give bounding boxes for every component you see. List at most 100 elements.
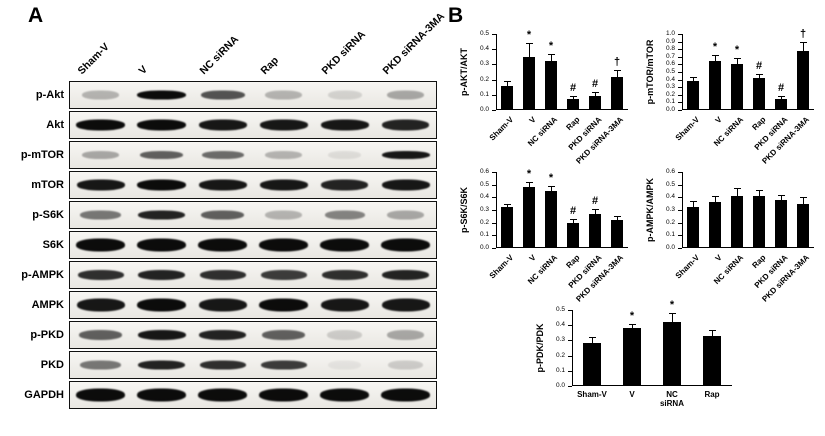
error-bar [617,216,618,221]
blot-row-label: PKD [40,359,64,371]
y-tick-mark [492,64,496,66]
error-bar [595,91,596,97]
blot-row-label: mTOR [31,179,64,191]
bar [752,78,766,110]
x-tick-label: V [713,115,724,126]
blot-band [76,238,125,252]
error-bar-cap [589,337,596,339]
blot-band [198,179,247,191]
y-axis-label: p-AMPK/AMPK [645,178,655,242]
y-tick-mark [678,49,682,51]
blot-row-label: p-Akt [35,89,64,101]
bar [544,191,558,248]
error-bar-cap [734,188,741,190]
blot-strip [69,141,437,169]
blot-band [82,90,119,100]
blot-row-label: p-AMPK [21,269,64,281]
blot-band [387,210,424,220]
error-bar [632,324,633,329]
blot-row-label: p-S6K [32,209,64,221]
blot-band [76,298,125,312]
y-tick-mark [678,222,682,224]
blot-band [198,298,247,312]
lane-label: NC siRNA [197,33,242,77]
blot-band [80,360,121,370]
bar [623,328,641,386]
bar [610,76,624,110]
x-tick-label: Sham-V [487,253,516,281]
blot-band [259,119,308,131]
y-tick-mark [678,64,682,66]
blot-band [76,119,125,131]
plot-area [496,172,628,248]
error-bar-cap [526,43,533,45]
error-bar-cap [629,324,636,326]
error-bar [712,329,713,336]
y-tick-mark [492,79,496,81]
blot-band [79,330,122,340]
blot-band [199,330,246,340]
y-tick-label: 0.4 [479,193,489,201]
panel-b-bar-charts: B p-AKT/AKT 0.0 0.1 0.2 0.3 0.4 0.5 Sham-V * V * NC… [440,0,825,436]
blot-band [388,360,423,370]
blot-band [320,388,369,402]
blot-band [259,388,308,402]
blot-row: PKD [8,350,440,380]
y-axis-label: p-S6K/S6K [459,186,469,234]
x-tick-label: Sham-V [487,115,516,143]
y-tick-mark [678,172,682,173]
y-tick-label: 0.3 [665,83,675,91]
y-tick-mark [678,72,682,73]
bar [703,335,721,386]
blot-row: GAPDH [8,380,440,410]
blot-band [259,179,308,191]
y-tick-label: 1.0 [665,30,675,37]
y-tick-label: 0.1 [665,98,675,106]
x-tick-label: Sham-V [673,115,702,143]
bar [774,199,788,248]
bar [708,60,722,110]
blot-band [137,388,186,402]
blot-row: S6K [8,230,440,260]
x-tick-label: Rap [750,253,768,271]
significance-marker: * [629,310,635,323]
blot-band [198,238,247,252]
chart-p-s6k: p-S6K/S6K 0.0 0.1 0.2 0.3 0.4 0.5 0.6 Sham-V * V * N… [452,158,634,304]
blot-rows: p-Akt Akt p-mTOR mTOR p-S6K S6K p-AMPK AMPK p-PK… [8,80,440,410]
y-tick-label: 0.5 [479,180,489,188]
y-tick-mark [678,197,682,199]
blot-band [198,388,247,402]
blot-strip [69,381,437,409]
bar [566,99,580,110]
y-tick-label: 0.5 [555,306,565,313]
blot-band [381,151,430,159]
bar [752,196,766,248]
panel-a-western-blots: A Sham-V V NC siRNA Rap PKD siRNA PKD siRNA-3… [8,0,448,436]
y-tick-label: 0.2 [479,218,489,226]
y-tick-mark [678,34,682,35]
blot-band [265,210,302,220]
error-bar [551,185,552,191]
lane-label: Sham-V [75,40,112,77]
blot-band [200,90,245,100]
lane-labels: Sham-V V NC siRNA Rap PKD siRNA PKD siRNA-3MA [70,0,448,80]
y-tick-mark [678,184,682,186]
blot-band [382,119,429,131]
bar [796,50,810,110]
y-tick-label: 0.2 [555,351,565,359]
y-tick-label: 0.4 [479,45,489,53]
y-tick-label: 0.7 [665,52,675,60]
blot-band [321,270,368,280]
y-tick-mark [678,110,682,111]
blot-band [137,238,186,252]
bar [774,98,788,110]
error-bar [529,43,530,57]
error-bar [529,182,530,188]
error-bar-cap [614,216,621,218]
blot-band [199,270,246,280]
y-tick-mark [678,56,682,58]
blot-band [387,330,424,340]
y-tick-mark [492,110,496,111]
error-bar-cap [756,73,763,75]
significance-marker: * [526,29,532,42]
